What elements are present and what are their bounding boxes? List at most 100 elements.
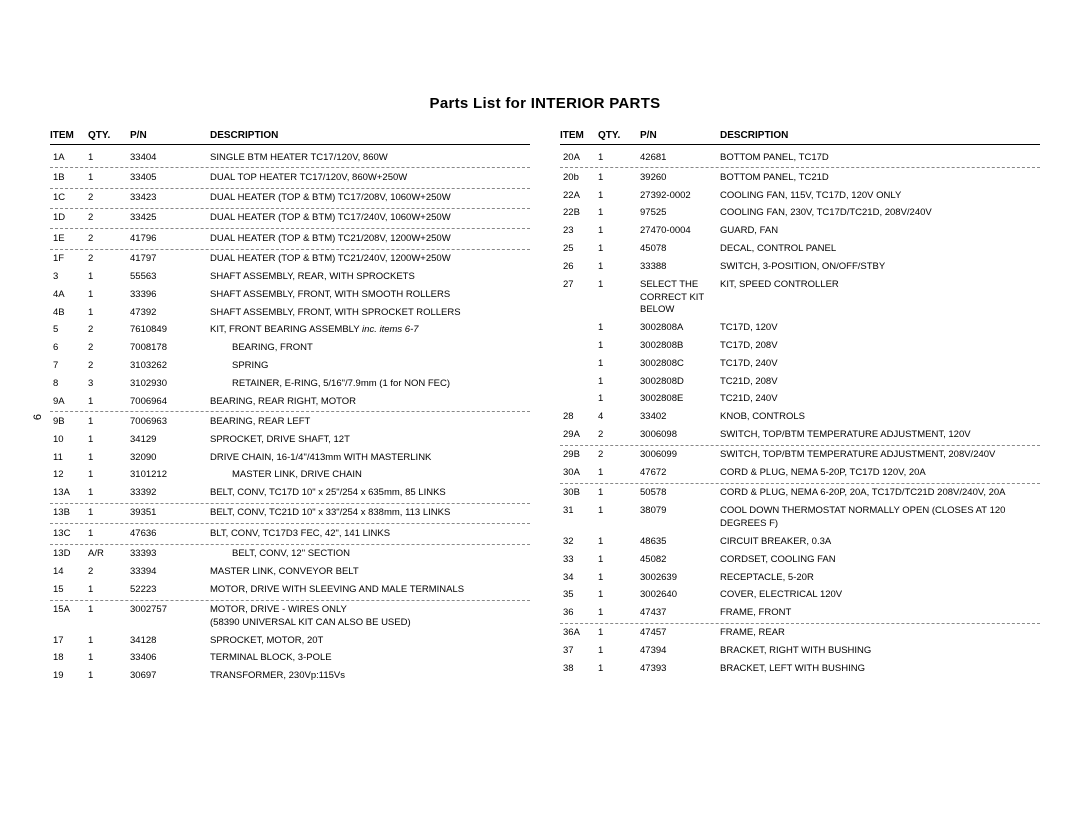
cell-qty: 1	[598, 207, 640, 218]
cell-pn: 47392	[130, 307, 210, 318]
cell-item: 6	[50, 342, 88, 353]
cell-pn: 3102930	[130, 378, 210, 389]
table-row: 25145078DECAL, CONTROL PANEL	[560, 241, 1040, 259]
table-row: 30A147672CORD & PLUG, NEMA 5-20P, TC17D …	[560, 465, 1040, 484]
cell-pn: 3002808C	[640, 358, 720, 369]
cell-pn: 33425	[130, 212, 210, 223]
cell-item: 15A	[50, 604, 88, 615]
cell-pn: 48635	[640, 536, 720, 547]
table-row: 13002808DTC21D, 208V	[560, 373, 1040, 391]
cell-pn: 7006963	[130, 416, 210, 427]
cell-pn: 50578	[640, 487, 720, 498]
table-row: 13A133392BELT, CONV, TC17D 10" x 25"/254…	[50, 485, 530, 504]
cell-pn: 27470-0004	[640, 225, 720, 236]
cell-item: 13C	[50, 528, 88, 539]
cell-desc: MASTER LINK, CONVEYOR BELT	[210, 566, 530, 579]
table-row: 15152223MOTOR, DRIVE WITH SLEEVING AND M…	[50, 581, 530, 600]
cell-pn: 32090	[130, 452, 210, 463]
table-row: 1B133405DUAL TOP HEATER TC17/120V, 860W+…	[50, 169, 530, 188]
table-row: 1213101212MASTER LINK, DRIVE CHAIN	[50, 467, 530, 485]
cell-desc: BEARING, REAR RIGHT, MOTOR	[210, 396, 530, 409]
cell-qty: 1	[598, 487, 640, 498]
cell-pn: 42681	[640, 152, 720, 163]
cell-desc: TC21D, 240V	[720, 393, 1040, 406]
page-title: Parts List for INTERIOR PARTS	[50, 95, 1040, 112]
cell-item: 11	[50, 452, 88, 463]
table-row: 271SELECT THE CORRECT KIT BELOWKIT, SPEE…	[560, 276, 1040, 319]
cell-qty: 1	[598, 190, 640, 201]
table-row: 723103262SPRING	[50, 357, 530, 375]
cell-qty: 1	[598, 261, 640, 272]
cell-desc: SWITCH, TOP/BTM TEMPERATURE ADJUSTMENT, …	[720, 429, 1040, 442]
cell-pn: 33402	[640, 411, 720, 422]
table-row: 3413002639RECEPTACLE, 5-20R	[560, 569, 1040, 587]
page-number: 6	[32, 414, 44, 420]
table-row: 22B197525COOLING FAN, 230V, TC17D/TC21D,…	[560, 205, 1040, 223]
cell-qty: 2	[88, 566, 130, 577]
cell-desc: DUAL TOP HEATER TC17/120V, 860W+250W	[210, 172, 530, 185]
cell-qty: 3	[88, 378, 130, 389]
table-row: 23127470-0004GUARD, FAN	[560, 223, 1040, 241]
cell-pn: 3101212	[130, 469, 210, 480]
cell-qty: 1	[598, 536, 640, 547]
cell-qty: 1	[88, 652, 130, 663]
cell-item: 35	[560, 589, 598, 600]
cell-item: 28	[560, 411, 598, 422]
cell-desc: MOTOR, DRIVE WITH SLEEVING AND MALE TERM…	[210, 584, 530, 597]
cell-pn: 47437	[640, 607, 720, 618]
cell-qty: 1	[88, 172, 130, 183]
cell-pn: 97525	[640, 207, 720, 218]
hdr-pn: P/N	[130, 130, 210, 141]
table-row: 19130697TRANSFORMER, 230Vp:115Vs	[50, 668, 530, 686]
cell-desc: SPROCKET, DRIVE SHAFT, 12T	[210, 434, 530, 447]
cell-pn: 47457	[640, 627, 720, 638]
table-row: 833102930RETAINER, E-RING, 5/16"/7.9mm (…	[50, 375, 530, 393]
cell-desc: DUAL HEATER (TOP & BTM) TC17/240V, 1060W…	[210, 212, 530, 225]
cell-item: 20b	[560, 172, 598, 183]
cell-item: 1B	[50, 172, 88, 183]
cell-pn: 45078	[640, 243, 720, 254]
cell-pn: 3002808D	[640, 376, 720, 387]
cell-desc: BEARING, REAR LEFT	[210, 416, 530, 429]
cell-desc: TC17D, 208V	[720, 340, 1040, 353]
cell-desc: SHAFT ASSEMBLY, REAR, WITH SPROCKETS	[210, 271, 530, 284]
cell-qty: 1	[88, 635, 130, 646]
cell-item: 13A	[50, 487, 88, 498]
hdr-item: ITEM	[50, 130, 88, 141]
cell-pn: 7006964	[130, 396, 210, 407]
cell-pn: 33388	[640, 261, 720, 272]
cell-pn: 47394	[640, 645, 720, 656]
table-row: 15A13002757MOTOR, DRIVE - WIRES ONLY(583…	[50, 602, 530, 633]
cell-desc: CIRCUIT BREAKER, 0.3A	[720, 536, 1040, 549]
cell-pn: 3103262	[130, 360, 210, 371]
cell-desc: BLT, CONV, TC17D3 FEC, 42", 141 LINKS	[210, 528, 530, 541]
table-row: 4B147392SHAFT ASSEMBLY, FRONT, WITH SPRO…	[50, 304, 530, 322]
cell-pn: 45082	[640, 554, 720, 565]
cell-qty: 1	[598, 322, 640, 333]
cell-qty: 1	[598, 589, 640, 600]
cell-pn: 3002808A	[640, 322, 720, 333]
cell-pn: 7008178	[130, 342, 210, 353]
cell-item: 17	[50, 635, 88, 646]
cell-qty: 1	[598, 376, 640, 387]
table-row: 38147393BRACKET, LEFT WITH BUSHING	[560, 661, 1040, 679]
cell-item: 19	[50, 670, 88, 681]
cell-pn: 3002639	[640, 572, 720, 583]
cell-item: 4A	[50, 289, 88, 300]
cell-pn: 7610849	[130, 324, 210, 335]
cell-desc: SPROCKET, MOTOR, 20T	[210, 635, 530, 648]
cell-desc: DRIVE CHAIN, 16-1/4"/413mm WITH MASTERLI…	[210, 452, 530, 465]
cell-desc: FRAME, REAR	[720, 627, 1040, 640]
cell-item: 22B	[560, 207, 598, 218]
cell-qty: 1	[88, 307, 130, 318]
table-row: 20b139260BOTTOM PANEL, TC21D	[560, 169, 1040, 187]
cell-desc: RECEPTACLE, 5-20R	[720, 572, 1040, 585]
cell-desc: BOTTOM PANEL, TC17D	[720, 152, 1040, 165]
cell-qty: 1	[88, 604, 130, 615]
cell-pn: 39260	[640, 172, 720, 183]
cell-desc: CORD & PLUG, NEMA 5-20P, TC17D 120V, 20A	[720, 467, 1040, 480]
cell-qty: 2	[88, 212, 130, 223]
cell-pn: 33393	[130, 548, 210, 559]
cell-desc: COOLING FAN, 115V, TC17D, 120V ONLY	[720, 190, 1040, 203]
cell-pn: 47636	[130, 528, 210, 539]
